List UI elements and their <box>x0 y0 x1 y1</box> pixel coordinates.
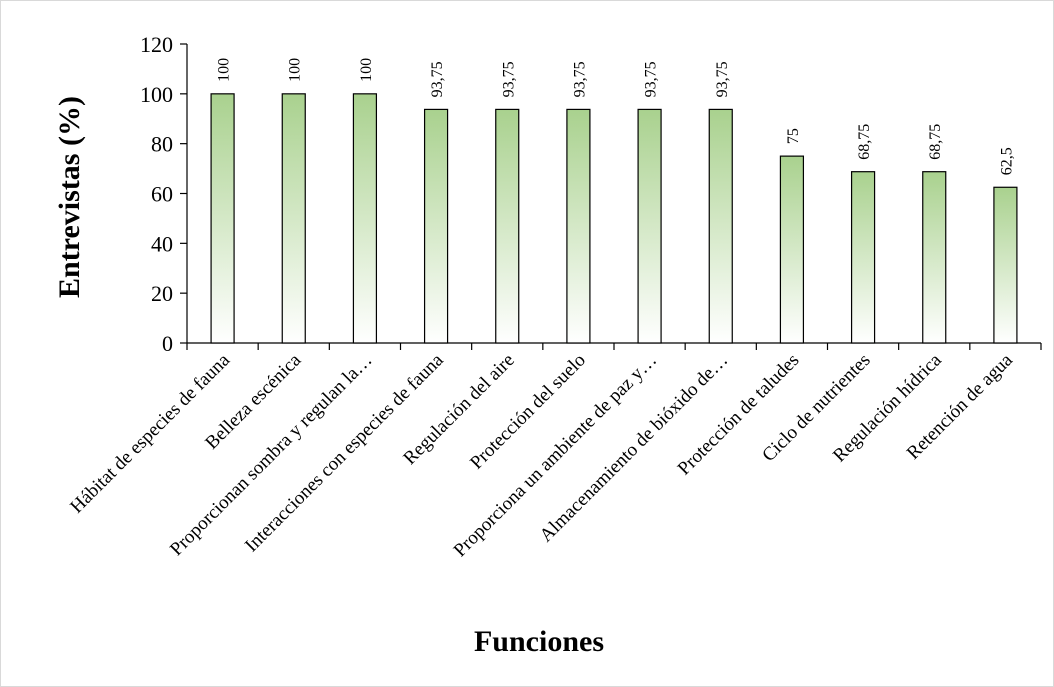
bar <box>637 108 662 344</box>
data-label: 68,75 <box>856 124 873 160</box>
category-label: Protección de taludes <box>674 350 804 480</box>
bar <box>210 93 235 344</box>
data-label: 93,75 <box>500 61 517 97</box>
y-axis-title: Entrevistas (%) <box>53 96 86 298</box>
data-label: 100 <box>287 58 304 82</box>
bar <box>352 93 378 344</box>
y-tick-label: 20 <box>151 281 173 306</box>
data-label: 93,75 <box>714 61 731 97</box>
y-tick-label: 120 <box>140 32 173 57</box>
bars <box>210 93 1018 344</box>
y-tick-label: 40 <box>151 231 173 256</box>
y-tick-label: 0 <box>162 331 173 356</box>
data-labels: 100 100 100 93,75 93,75 93,75 93,75 93,75 75 68,7… <box>216 58 1016 175</box>
data-label: 100 <box>358 58 375 82</box>
y-tick-label: 80 <box>151 132 173 157</box>
data-label: 62,5 <box>998 147 1015 175</box>
bar <box>281 93 306 344</box>
data-label: 93,75 <box>429 61 446 97</box>
data-label: 75 <box>785 128 802 144</box>
data-label: 68,75 <box>927 124 944 160</box>
bar <box>423 108 449 344</box>
y-tick-label: 60 <box>151 182 173 207</box>
x-axis <box>186 342 1042 350</box>
data-label: 93,75 <box>571 61 588 97</box>
bar <box>922 171 947 344</box>
bar <box>495 108 520 344</box>
data-label: 100 <box>216 58 233 82</box>
y-tick-label: 100 <box>140 82 173 107</box>
bar <box>850 171 876 344</box>
bar <box>779 155 805 344</box>
bar <box>993 186 1018 344</box>
x-axis-title: Funciones <box>474 625 604 658</box>
bar <box>566 108 591 344</box>
data-label: 93,75 <box>643 61 660 97</box>
bar <box>708 108 733 344</box>
y-axis: 0 20 40 60 80 100 120 <box>140 32 188 356</box>
